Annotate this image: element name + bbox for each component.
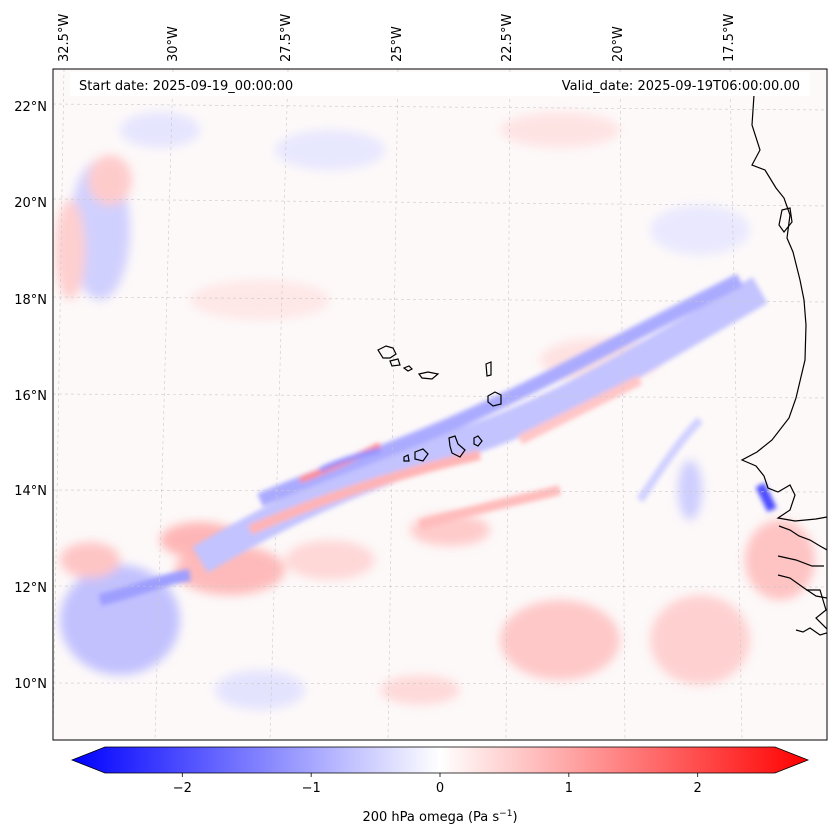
map-frame	[52, 68, 828, 741]
omega-band-pos	[517, 375, 643, 445]
lat-label: 14°N	[14, 484, 47, 499]
africa-coast	[740, 94, 827, 522]
colorbar-tick-label: 2	[694, 781, 702, 796]
island-fogo	[414, 448, 429, 462]
lat-label: 10°N	[14, 677, 47, 692]
lon-label: 20°W	[611, 26, 626, 62]
omega-blob	[120, 112, 200, 148]
map-panel: Start date: 2025-09-19_00:00:00 Valid_da…	[52, 68, 828, 741]
lon-gridline	[53, 69, 65, 740]
start-date: Start date: 2025-09-19_00:00:00	[79, 79, 293, 94]
island-santiago	[448, 435, 466, 458]
lon-label: 22.5°W	[500, 14, 515, 62]
omega-band-neg-core	[318, 447, 381, 473]
island-brava	[403, 454, 410, 462]
sierra-leone-coast	[826, 621, 827, 625]
cape-verde-islands	[377, 345, 502, 462]
graticule	[53, 69, 827, 740]
lat-label: 12°N	[14, 581, 47, 596]
omega-field	[53, 69, 827, 740]
island-santa-luzia	[402, 365, 414, 372]
omega-blob	[190, 280, 330, 320]
lon-gridline	[154, 69, 174, 740]
lat-label: 20°N	[14, 196, 47, 211]
colorbar-ticks: −2 −1 0 1 2	[173, 773, 702, 796]
lon-label: 17.5°W	[722, 14, 737, 62]
omega-blob	[500, 600, 620, 680]
omega-band-neg-core	[755, 482, 777, 512]
colorbar-tick-label: −1	[302, 781, 321, 796]
lat-label: 18°N	[14, 293, 47, 308]
guinea-coast	[795, 589, 827, 636]
omega-band-pos	[418, 485, 562, 530]
island-sao-vicente	[389, 358, 401, 367]
island-sal	[485, 361, 492, 377]
omega-blob	[215, 670, 305, 710]
omega-blob	[285, 540, 375, 580]
omega-blob	[678, 460, 702, 520]
island-maio	[473, 435, 483, 447]
omega-band-neg	[636, 417, 703, 503]
lon-label: 30°W	[166, 26, 181, 62]
island-santo-antao	[377, 345, 397, 359]
lon-gridline	[269, 69, 289, 740]
lon-gridline	[505, 69, 511, 740]
colorbar: −2 −1 0 1 2 200 hPa omega (Pa s−1)	[70, 746, 810, 825]
coastline	[740, 94, 827, 636]
island-boa-vista	[487, 391, 502, 407]
omega-band-pos	[247, 450, 482, 535]
lon-gridline	[619, 69, 626, 740]
omega-blob	[650, 205, 750, 255]
valid-date: Valid_date: 2025-09-19T06:00:00.00	[562, 79, 800, 94]
colorbar-tick-label: 1	[565, 781, 573, 796]
lon-label: 32.5°W	[57, 14, 72, 62]
omega-blob	[55, 200, 85, 300]
lon-label: 27.5°W	[279, 14, 294, 62]
colorbar-label: 200 hPa omega (Pa s−1)	[362, 809, 517, 825]
coast-inlet	[778, 207, 793, 233]
colorbar-body	[70, 746, 810, 774]
colorbar-tick-label: −2	[173, 781, 192, 796]
omega-blob	[380, 675, 460, 705]
omega-blob	[60, 542, 120, 578]
colorbar-label-text: 200 hPa omega (Pa s	[362, 810, 499, 825]
omega-blob	[650, 595, 750, 685]
lat-label: 22°N	[14, 100, 47, 115]
colorbar-tick-label: 0	[436, 781, 444, 796]
lon-gridline	[729, 69, 743, 740]
lon-label: 25°W	[390, 26, 405, 62]
lon-gridline	[387, 69, 399, 740]
guinea-bissau-coast	[777, 555, 827, 599]
omega-blob	[500, 112, 620, 148]
omega-blob	[60, 565, 180, 675]
header-strip	[70, 72, 810, 96]
island-sao-nicolau	[417, 371, 440, 380]
colorbar-label-suffix: )	[512, 810, 517, 825]
lon-axis: 32.5°W 30°W 27.5°W 25°W 22.5°W 20°W 17.5…	[57, 14, 737, 62]
omega-band-neg-core	[257, 273, 744, 507]
colorbar-label-sup: −1	[499, 809, 512, 819]
lat-label: 16°N	[14, 389, 47, 404]
omega-blob	[275, 130, 385, 170]
gambia-border	[778, 525, 827, 551]
omega-blob	[88, 155, 132, 205]
omega-band	[98, 273, 777, 606]
omega-blob	[745, 520, 815, 600]
lat-axis: 22°N 20°N 18°N 16°N 14°N 12°N 10°N	[14, 100, 47, 692]
omega-band-neg	[98, 569, 192, 606]
